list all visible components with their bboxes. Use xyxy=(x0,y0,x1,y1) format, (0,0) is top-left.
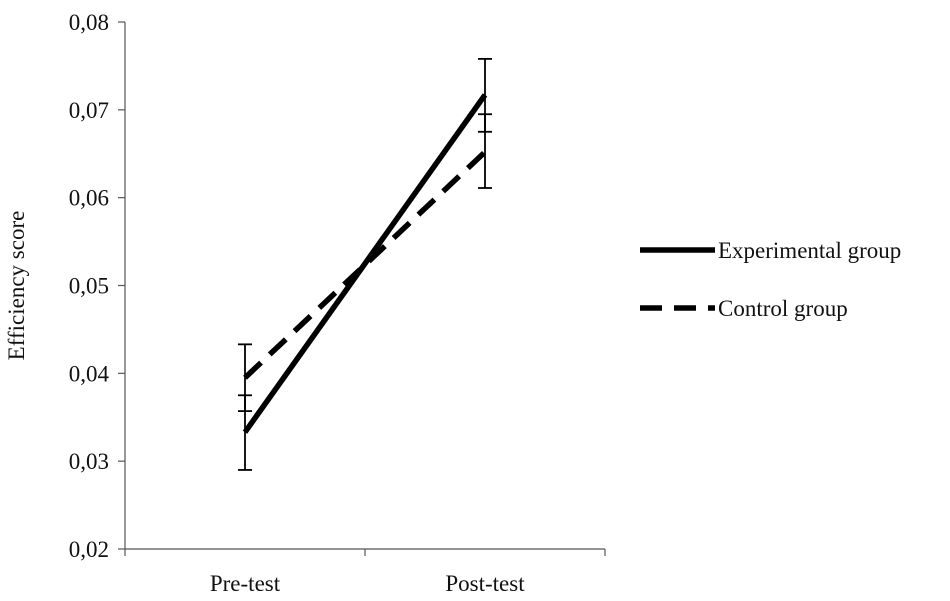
series-layer xyxy=(238,57,492,471)
y-tick-label: 0,06 xyxy=(69,186,109,211)
y-tick-label: 0,02 xyxy=(69,537,109,562)
series-line xyxy=(243,149,487,380)
x-category-label: Post-test xyxy=(445,571,525,596)
y-tick-label: 0,03 xyxy=(69,449,109,474)
y-tick-label: 0,07 xyxy=(69,98,109,123)
series-line xyxy=(242,93,488,434)
y-tick-label: 0,04 xyxy=(69,361,110,386)
legend: Experimental group Control group xyxy=(640,238,901,321)
legend-label: Control group xyxy=(718,296,848,321)
x-axis-categories: Pre-test Post-test xyxy=(210,571,525,596)
x-category-label: Pre-test xyxy=(210,571,281,596)
series-control xyxy=(238,113,492,413)
y-tick-label: 0,08 xyxy=(69,10,109,35)
series-experimental xyxy=(238,57,492,471)
axes xyxy=(124,22,606,556)
y-axis-title: Efficiency score xyxy=(4,211,29,361)
y-tick-label: 0,05 xyxy=(69,274,109,299)
legend-label: Experimental group xyxy=(718,238,901,263)
y-axis-ticks: 0,02 0,03 0,04 0,05 0,06 0,07 0,08 xyxy=(69,10,125,562)
